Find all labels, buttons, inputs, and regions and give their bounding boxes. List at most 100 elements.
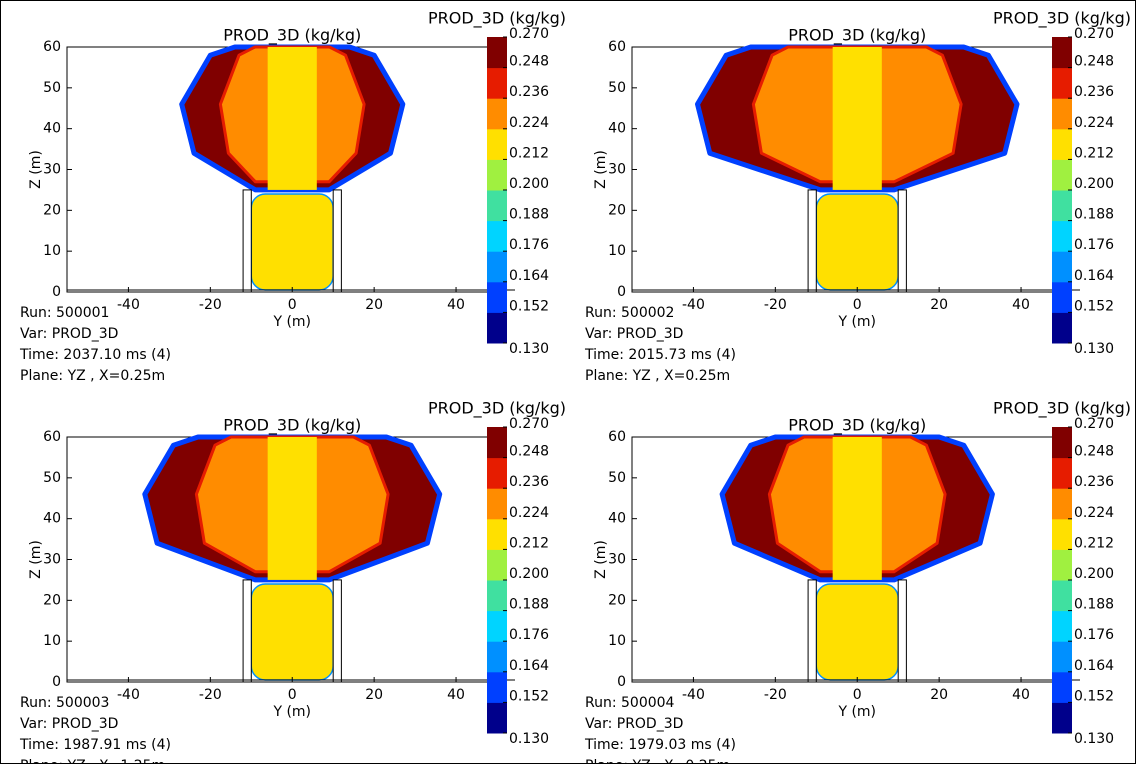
y-tick-label: 10	[608, 633, 626, 649]
x-axis-label: Y (m)	[837, 314, 876, 330]
y-tick-label: 50	[43, 470, 61, 486]
y-tick-label: 40	[43, 121, 61, 137]
colorbar-tick-label: 0.248	[509, 54, 549, 70]
colorbar-band	[487, 549, 507, 581]
plume-column	[267, 437, 317, 580]
panel: -40 -20 0 20 40 0 10 20 30 40 50 60 Y (m) Z (m) PROD_3…	[584, 9, 1131, 385]
run-info: Time: 2015.73 ms (4)	[584, 347, 736, 363]
y-axis-label: Z (m)	[28, 150, 44, 189]
colorbar-band	[1052, 98, 1072, 130]
run-info: Run: 500004	[585, 695, 675, 711]
colorbar-tick-label: 0.200	[1074, 566, 1114, 582]
y-tick-label: 60	[43, 429, 61, 445]
colorbar-band	[1052, 190, 1072, 222]
colorbar-band	[1052, 457, 1072, 489]
run-info: Var: PROD_3D	[585, 326, 683, 342]
y-tick-label: 50	[608, 80, 626, 96]
colorbar-band	[487, 281, 507, 313]
y-axis-label: Z (m)	[593, 540, 609, 579]
colorbar-tick-label: 0.188	[509, 597, 549, 613]
run-info: Run: 500002	[585, 305, 674, 321]
colorbar-band	[487, 128, 507, 160]
colorbar-tick-label: 0.152	[1074, 688, 1114, 704]
y-tick-label: 20	[608, 592, 626, 608]
panel: -40 -20 0 20 40 0 10 20 30 40 50 60 Y (m) Z (m) PROD_3…	[19, 399, 566, 764]
x-tick-label: -40	[117, 687, 140, 703]
colorbar-band	[487, 457, 507, 489]
colorbar-tick-label: 0.236	[509, 474, 549, 490]
colorbar-tick-label: 0.152	[509, 688, 549, 704]
colorbar-band	[1052, 251, 1072, 283]
colorbar-tick-label: 0.176	[1074, 627, 1114, 643]
colorbar-tick-label: 0.248	[1074, 444, 1114, 460]
colorbar-band	[1052, 37, 1072, 69]
x-tick-label: 40	[1012, 297, 1030, 313]
colorbar-tick-label: 0.164	[509, 658, 549, 674]
colorbar-band	[487, 220, 507, 252]
colorbar-tick-label: 0.200	[509, 566, 549, 582]
colorbar-tick-label: 0.130	[509, 341, 549, 357]
colorbar-band	[1052, 281, 1072, 313]
y-tick-label: 30	[608, 162, 626, 178]
colorbar-band	[1052, 580, 1072, 612]
chart-title: PROD_3D (kg/kg)	[788, 416, 926, 436]
run-info: Var: PROD_3D	[20, 326, 118, 342]
panel: -40 -20 0 20 40 0 10 20 30 40 50 60 Y (m) Z (m) PROD_3…	[19, 9, 566, 385]
colorbar-band	[487, 427, 507, 459]
colorbar-tick-label: 0.224	[509, 115, 549, 131]
colorbar-band	[487, 702, 507, 734]
x-tick-label: 0	[853, 687, 862, 703]
colorbar-title: PROD_3D (kg/kg)	[428, 9, 566, 29]
colorbar-tick-label: 0.188	[509, 207, 549, 223]
panel: -40 -20 0 20 40 0 10 20 30 40 50 60 Y (m) Z (m) PROD_3…	[584, 399, 1131, 764]
x-tick-label: 20	[930, 297, 948, 313]
nozzle-fluid	[250, 583, 334, 681]
colorbar-tick-label: 0.188	[1074, 597, 1114, 613]
x-tick-label: -40	[682, 297, 705, 313]
colorbar-title: PROD_3D (kg/kg)	[993, 399, 1131, 419]
y-tick-label: 10	[608, 243, 626, 259]
colorbar-tick-label: 0.130	[509, 731, 549, 747]
x-tick-label: -20	[764, 687, 787, 703]
colorbar-title: PROD_3D (kg/kg)	[428, 399, 566, 419]
y-tick-label: 40	[608, 511, 626, 527]
x-tick-label: 0	[288, 687, 297, 703]
x-tick-label: 0	[288, 297, 297, 313]
colorbar-tick-label: 0.164	[1074, 268, 1114, 284]
colorbar-band	[487, 67, 507, 99]
chart-title: PROD_3D (kg/kg)	[223, 416, 361, 436]
nozzle-wall	[807, 579, 817, 683]
y-tick-label: 30	[43, 552, 61, 568]
run-info: Plane: YZ , X=0.25m	[20, 368, 165, 384]
run-info: Plane: YZ , X=0.25m	[585, 758, 730, 764]
colorbar-tick-label: 0.212	[509, 535, 549, 551]
x-tick-label: 40	[447, 297, 465, 313]
chart-title: PROD_3D (kg/kg)	[223, 26, 361, 46]
colorbar-tick-label: 0.270	[1074, 26, 1114, 42]
run-info: Time: 1979.03 ms (4)	[584, 737, 736, 753]
colorbar-band	[1052, 312, 1072, 344]
x-axis-label: Y (m)	[837, 704, 876, 720]
colorbar-band	[487, 37, 507, 69]
nozzle-wall	[897, 189, 907, 293]
colorbar-band	[1052, 518, 1072, 550]
colorbar-tick-label: 0.224	[1074, 505, 1114, 521]
colorbar-tick-label: 0.176	[509, 627, 549, 643]
y-tick-label: 50	[608, 470, 626, 486]
y-tick-label: 60	[608, 39, 626, 55]
x-tick-label: -40	[682, 687, 705, 703]
y-tick-label: 0	[52, 674, 61, 690]
run-info: Var: PROD_3D	[20, 716, 118, 732]
colorbar-tick-label: 0.248	[509, 444, 549, 460]
colorbar-tick-label: 0.212	[1074, 535, 1114, 551]
y-tick-label: 30	[608, 552, 626, 568]
colorbar-tick-label: 0.270	[1074, 416, 1114, 432]
colorbar-band	[1052, 220, 1072, 252]
colorbar-tick-label: 0.224	[1074, 115, 1114, 131]
colorbar-tick-label: 0.152	[509, 298, 549, 314]
y-tick-label: 20	[608, 202, 626, 218]
colorbar-band	[487, 610, 507, 642]
colorbar-tick-label: 0.212	[1074, 145, 1114, 161]
nozzle-wall	[332, 189, 342, 293]
colorbar-tick-label: 0.200	[509, 176, 549, 192]
